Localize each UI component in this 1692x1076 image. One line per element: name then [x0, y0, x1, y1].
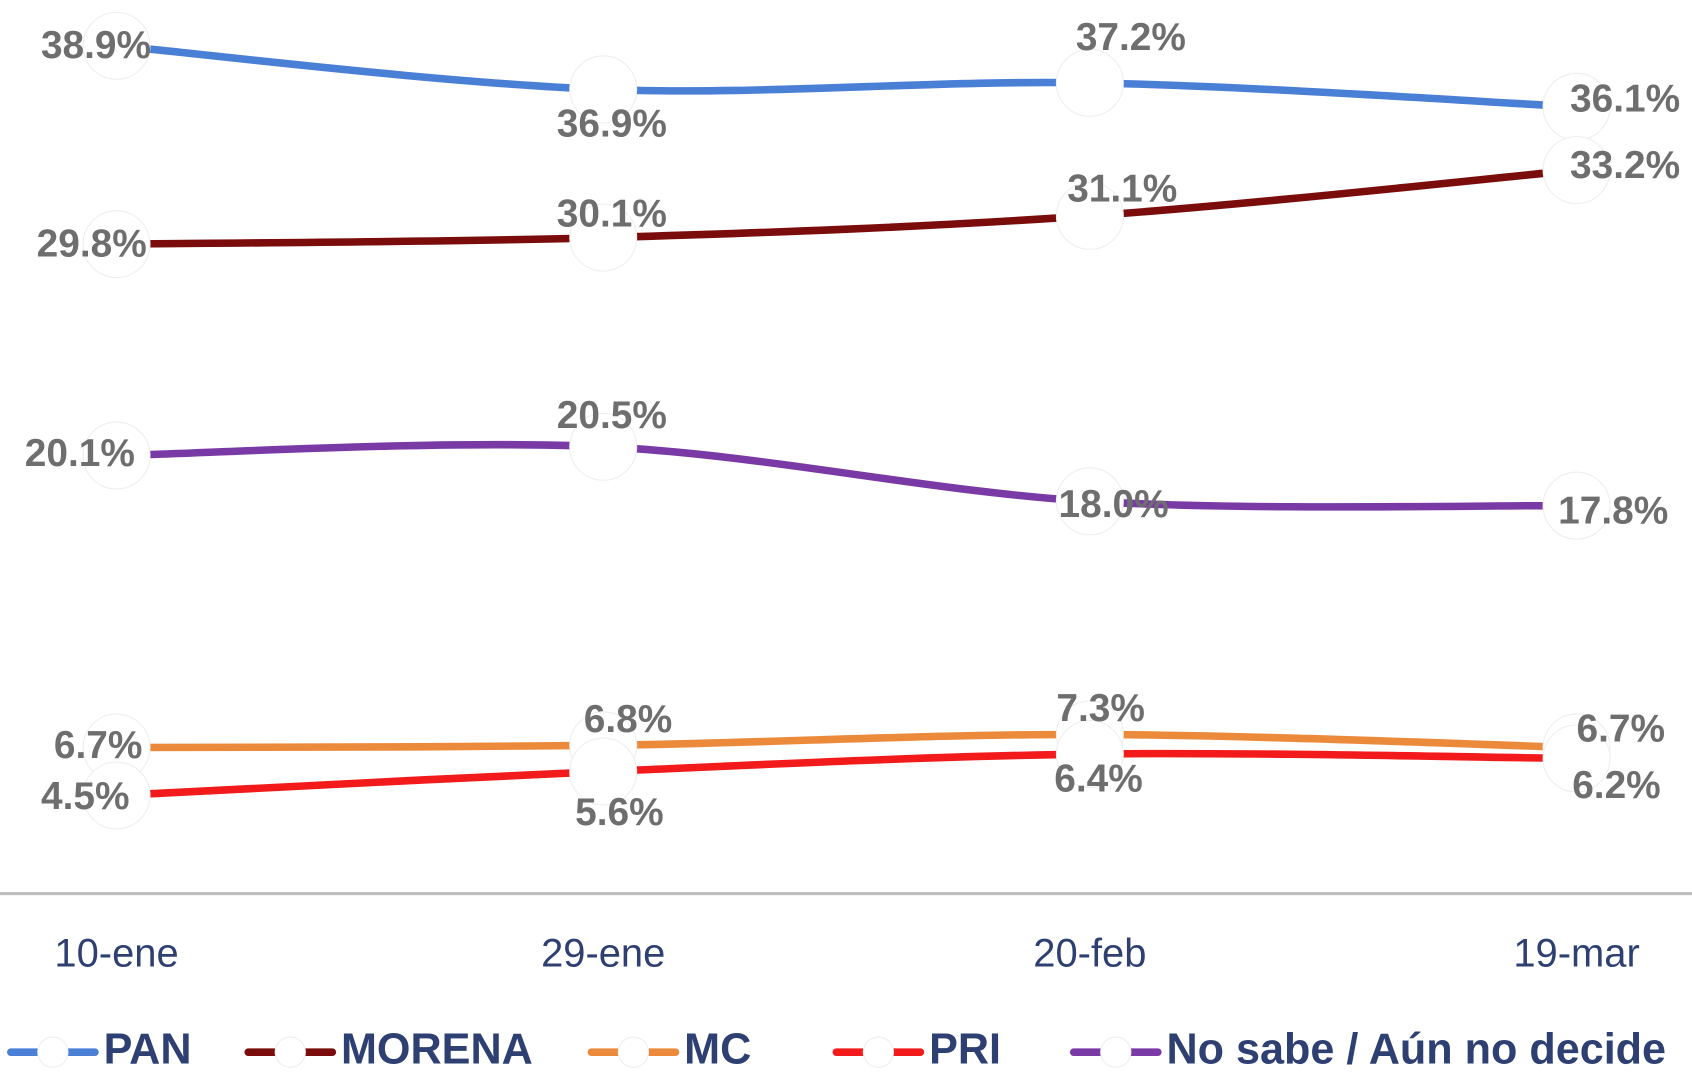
legend-marker: [862, 1036, 895, 1068]
point-marker: [1542, 136, 1611, 205]
series-line: [112, 166, 1581, 248]
legend-label: MC: [684, 1026, 751, 1074]
point-marker: [569, 203, 638, 272]
data-label: 36.9%: [557, 102, 667, 145]
data-label: 31.1%: [1067, 167, 1177, 210]
legend-marker: [37, 1036, 69, 1068]
point-marker: [1055, 467, 1124, 536]
point-marker: [569, 55, 638, 124]
data-label: 37.2%: [1076, 16, 1186, 59]
legend-label: No sabe / Aún no decide: [1166, 1026, 1666, 1074]
point-marker: [1542, 724, 1611, 793]
point-marker: [569, 412, 638, 481]
data-label: 20.5%: [557, 394, 667, 437]
legend-label: PRI: [929, 1026, 1001, 1074]
series-line: [112, 42, 1581, 111]
data-label: 29.8%: [37, 223, 147, 266]
x-tick-label: 10-ene: [54, 932, 178, 976]
series-line: [112, 440, 1581, 511]
data-label: 20.1%: [25, 432, 135, 475]
point-marker: [569, 737, 638, 806]
series-line: [112, 730, 1581, 752]
x-tick-label: 19-mar: [1513, 932, 1639, 976]
point-marker: [82, 761, 151, 830]
data-label: 6.7%: [1577, 708, 1666, 751]
data-label: 18.0%: [1059, 483, 1169, 526]
data-label: 7.3%: [1056, 687, 1145, 730]
point-marker: [82, 210, 151, 279]
data-label: 6.2%: [1572, 764, 1661, 807]
data-label: 4.5%: [41, 775, 130, 818]
data-label: 6.7%: [54, 724, 143, 767]
point-marker: [1542, 471, 1611, 540]
point-marker: [82, 421, 151, 490]
series-line: [112, 749, 1581, 800]
data-label: 17.8%: [1558, 489, 1668, 532]
x-tick-label: 29-ene: [541, 932, 665, 976]
data-label: 6.4%: [1054, 757, 1143, 800]
legend-marker: [617, 1036, 650, 1068]
point-marker: [1055, 48, 1124, 117]
data-label: 5.6%: [575, 791, 664, 834]
point-marker: [1055, 720, 1124, 789]
point-marker: [1055, 181, 1124, 250]
data-label: 38.9%: [41, 24, 151, 67]
data-label: 36.1%: [1570, 78, 1680, 121]
legend-marker: [274, 1036, 306, 1068]
legend-label: MORENA: [341, 1026, 533, 1074]
x-tick-label: 20-feb: [1033, 932, 1146, 976]
legend-marker: [1100, 1036, 1132, 1068]
point-marker: [82, 11, 151, 80]
data-label: 30.1%: [557, 192, 667, 235]
data-label: 6.8%: [584, 698, 673, 741]
data-label: 33.2%: [1570, 144, 1680, 187]
legend-label: PAN: [104, 1026, 192, 1074]
